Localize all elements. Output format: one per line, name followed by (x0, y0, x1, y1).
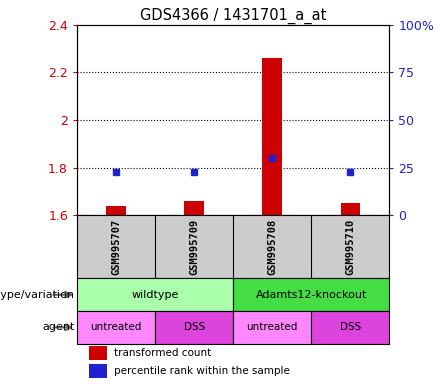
Bar (155, 311, 233, 344)
Text: untreated: untreated (246, 322, 298, 333)
Bar (312, 311, 389, 344)
Bar (263, 58, 282, 215)
Bar (341, 203, 360, 215)
Bar (184, 201, 204, 215)
Text: Adamts12-knockout: Adamts12-knockout (256, 290, 367, 300)
Text: untreated: untreated (90, 322, 142, 333)
Title: GDS4366 / 1431701_a_at: GDS4366 / 1431701_a_at (140, 7, 326, 23)
Bar (77, 311, 155, 344)
Bar (106, 205, 126, 215)
Bar (233, 311, 312, 344)
Text: GSM995710: GSM995710 (345, 218, 356, 275)
Bar (77, 278, 233, 311)
Text: GSM995708: GSM995708 (267, 218, 277, 275)
Text: GSM995707: GSM995707 (111, 218, 121, 275)
Text: genotype/variation: genotype/variation (0, 290, 75, 300)
Bar (233, 278, 389, 311)
Text: DSS: DSS (340, 322, 361, 333)
Bar (89, 364, 106, 378)
Text: agent: agent (42, 322, 75, 333)
Text: DSS: DSS (183, 322, 205, 333)
Text: GSM995709: GSM995709 (189, 218, 199, 275)
Text: wildtype: wildtype (132, 290, 179, 300)
Text: percentile rank within the sample: percentile rank within the sample (114, 366, 290, 376)
Text: transformed count: transformed count (114, 348, 212, 358)
Bar (89, 346, 106, 360)
